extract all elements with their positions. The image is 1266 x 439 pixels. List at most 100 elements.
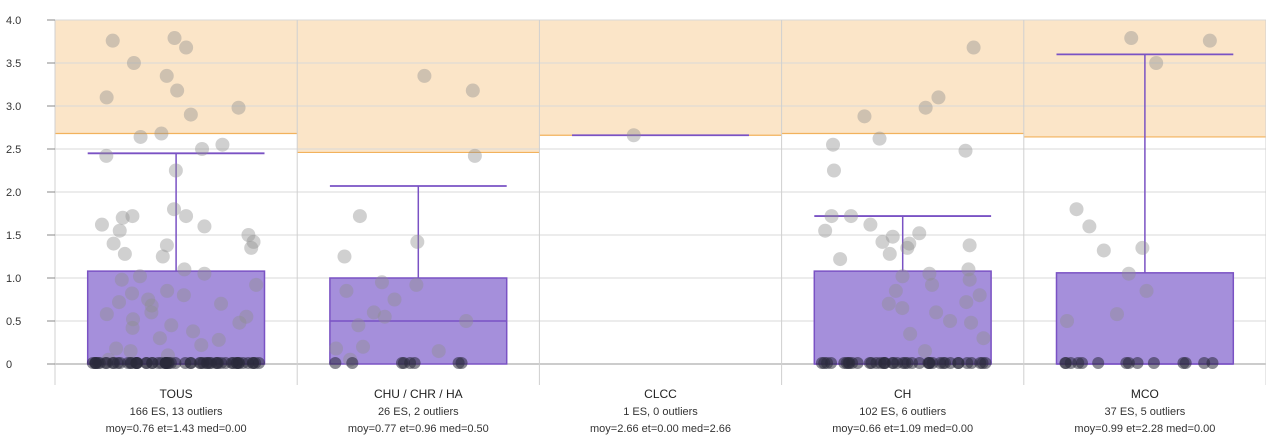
data-point bbox=[918, 100, 933, 115]
category-stats: moy=2.66 et=0.00 med=2.66 bbox=[590, 423, 731, 435]
data-point bbox=[155, 249, 170, 264]
data-point bbox=[467, 148, 482, 163]
data-point bbox=[232, 315, 247, 330]
data-point bbox=[106, 236, 121, 251]
data-point bbox=[387, 292, 402, 307]
data-point bbox=[875, 234, 890, 249]
y-tick-label: 1.0 bbox=[6, 273, 21, 285]
data-point bbox=[99, 90, 114, 105]
data-point bbox=[410, 234, 425, 249]
data-point bbox=[964, 315, 979, 330]
data-point bbox=[976, 331, 991, 346]
data-point bbox=[374, 275, 389, 290]
box bbox=[86, 270, 266, 365]
data-point bbox=[1131, 357, 1144, 369]
data-point bbox=[215, 137, 230, 152]
data-point bbox=[329, 341, 344, 356]
data-point bbox=[99, 357, 112, 369]
data-point bbox=[1202, 33, 1217, 48]
data-point bbox=[929, 305, 944, 320]
data-point bbox=[249, 277, 264, 292]
data-point bbox=[842, 357, 855, 369]
data-point bbox=[962, 272, 977, 287]
outlier-band bbox=[539, 20, 782, 136]
data-point bbox=[377, 309, 392, 324]
y-tick-label: 2.5 bbox=[6, 144, 21, 156]
data-point bbox=[170, 83, 185, 98]
data-point bbox=[184, 357, 197, 369]
data-point bbox=[923, 357, 936, 369]
data-point bbox=[126, 56, 141, 70]
data-point bbox=[1120, 357, 1133, 369]
data-point bbox=[1149, 56, 1164, 70]
outlier-band bbox=[297, 20, 540, 153]
data-point bbox=[912, 226, 927, 241]
data-point bbox=[177, 262, 192, 277]
y-tick-label: 4.0 bbox=[6, 15, 21, 27]
data-point bbox=[167, 31, 182, 46]
data-point bbox=[888, 283, 903, 298]
data-point bbox=[94, 217, 109, 232]
data-point bbox=[126, 312, 141, 327]
data-point bbox=[144, 305, 159, 320]
data-point bbox=[872, 131, 887, 146]
data-point bbox=[366, 305, 381, 320]
data-point bbox=[913, 357, 926, 369]
data-point bbox=[1147, 357, 1160, 369]
data-point bbox=[902, 236, 917, 251]
data-point bbox=[1177, 357, 1190, 369]
data-point bbox=[166, 202, 181, 217]
data-point bbox=[141, 292, 156, 307]
category-info: 26 ES, 2 outliers bbox=[378, 406, 459, 418]
data-point bbox=[863, 217, 878, 232]
data-point bbox=[974, 357, 987, 369]
data-point bbox=[164, 357, 177, 369]
data-point bbox=[176, 288, 191, 303]
data-point bbox=[1060, 314, 1075, 328]
category-name: CHU / CHR / HA bbox=[374, 387, 463, 401]
data-point bbox=[833, 252, 848, 267]
data-point bbox=[881, 296, 896, 311]
category-stats: moy=0.66 et=1.09 med=0.00 bbox=[832, 423, 973, 435]
data-point bbox=[112, 223, 127, 238]
data-point bbox=[1059, 357, 1072, 369]
data-point bbox=[1124, 31, 1139, 46]
category-info: 37 ES, 5 outliers bbox=[1105, 406, 1186, 418]
category-labels: TOUS 166 ES, 13 outliers moy=0.76 et=1.43 … bbox=[106, 387, 1216, 435]
data-point bbox=[826, 163, 841, 178]
data-point bbox=[186, 324, 201, 339]
data-point bbox=[972, 288, 987, 303]
data-point bbox=[465, 83, 480, 98]
data-point bbox=[966, 40, 981, 55]
data-point bbox=[241, 228, 256, 242]
data-point bbox=[114, 272, 129, 287]
data-point bbox=[870, 357, 883, 369]
data-point bbox=[352, 209, 367, 224]
data-point bbox=[1082, 219, 1097, 234]
data-point bbox=[133, 129, 148, 144]
data-point bbox=[125, 209, 140, 224]
data-point bbox=[943, 314, 958, 328]
data-point bbox=[879, 357, 892, 369]
data-point bbox=[959, 295, 974, 310]
category-stats: moy=0.77 et=0.96 med=0.50 bbox=[348, 423, 489, 435]
data-point bbox=[917, 344, 932, 359]
data-point bbox=[826, 137, 841, 152]
data-point bbox=[329, 357, 342, 369]
data-point bbox=[922, 266, 937, 281]
data-point bbox=[903, 326, 918, 341]
data-point bbox=[882, 246, 897, 261]
data-point bbox=[356, 339, 371, 354]
data-point bbox=[99, 148, 114, 163]
data-point bbox=[1109, 307, 1124, 322]
data-point bbox=[1198, 357, 1211, 369]
y-tick-label: 1.5 bbox=[6, 230, 21, 242]
data-point bbox=[958, 143, 973, 158]
data-point bbox=[626, 128, 641, 143]
data-point bbox=[857, 109, 872, 124]
data-point bbox=[452, 357, 465, 369]
y-tick-label: 2.0 bbox=[6, 187, 21, 199]
category-info: 166 ES, 13 outliers bbox=[130, 406, 223, 418]
data-point bbox=[195, 142, 210, 156]
